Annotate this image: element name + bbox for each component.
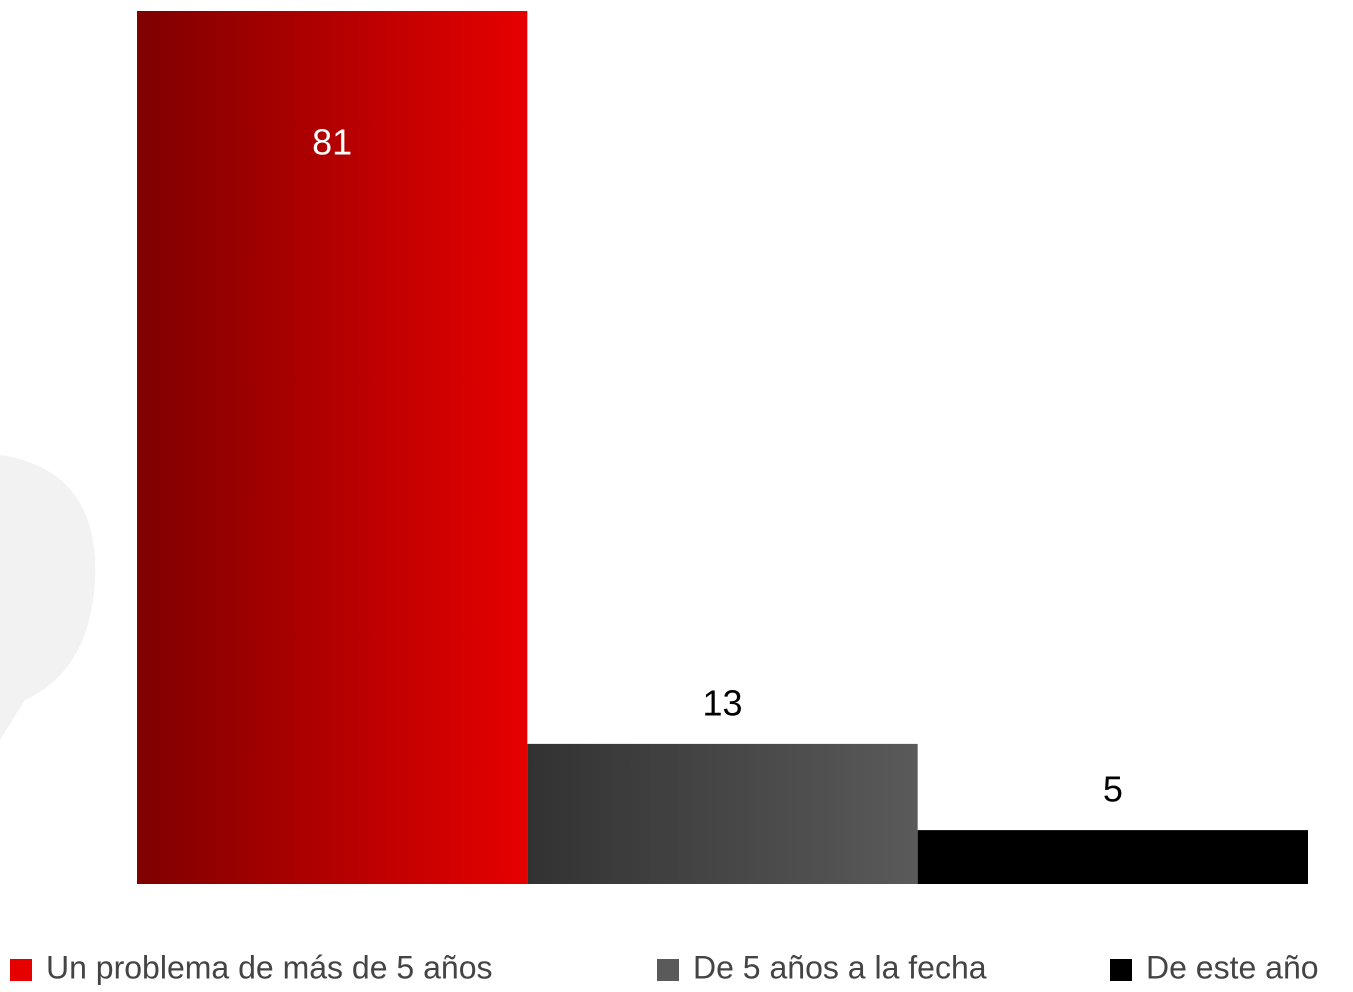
legend-swatch xyxy=(657,959,679,981)
data-label: 13 xyxy=(702,682,742,723)
legend-label: De este año xyxy=(1146,949,1319,985)
legend-swatch xyxy=(1110,959,1132,981)
legend-label: Un problema de más de 5 años xyxy=(46,949,492,985)
bar xyxy=(917,830,1308,884)
legend-label: De 5 años a la fecha xyxy=(693,949,987,985)
data-label: 81 xyxy=(312,122,352,163)
bar xyxy=(137,11,528,884)
bar xyxy=(527,743,918,884)
watermark xyxy=(0,455,96,740)
legend-swatch xyxy=(10,959,32,981)
data-label: 5 xyxy=(1103,769,1123,810)
